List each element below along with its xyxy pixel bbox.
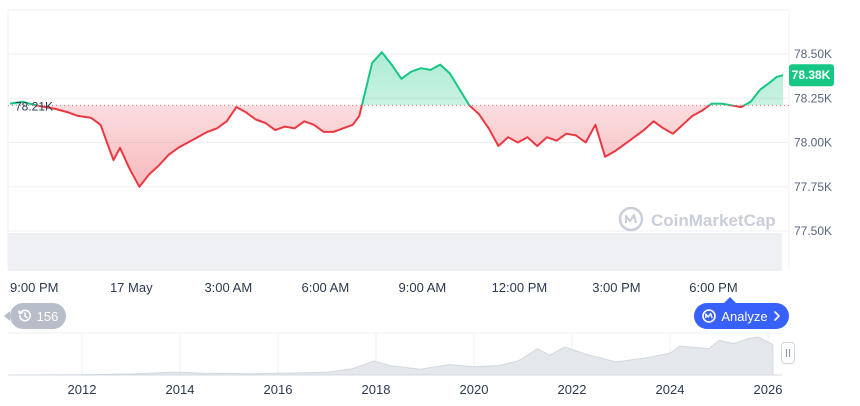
history-clock-icon xyxy=(17,309,32,323)
history-count-badge[interactable]: 156 xyxy=(4,303,66,329)
y-tick-label: 78.00K xyxy=(794,136,832,150)
x-tick-label: 6:00 AM xyxy=(301,280,349,295)
overview-year-label: 2016 xyxy=(264,382,293,397)
area-above-baseline xyxy=(10,52,783,106)
current-price-badge: 78.38K xyxy=(789,64,834,87)
y-tick-label: 77.75K xyxy=(794,180,832,194)
watermark-text: CoinMarketCap xyxy=(651,211,776,230)
watermark: CoinMarketCap xyxy=(618,206,776,232)
analyze-icon xyxy=(702,309,717,323)
area-below-baseline xyxy=(36,105,745,187)
x-tick-label: 3:00 AM xyxy=(204,280,252,295)
price-line-down xyxy=(32,105,747,188)
current-price-label: 78.38K xyxy=(792,68,831,82)
overview-year-label: 2018 xyxy=(362,382,391,397)
coinmarketcap-logo-icon xyxy=(618,206,644,232)
x-axis: 9:00 PM 17 May 3:00 AM 6:00 AM 9:00 AM 12:00 … xyxy=(10,280,738,295)
x-tick-label: 9:00 AM xyxy=(399,280,447,295)
x-tick-label: 12:00 PM xyxy=(492,280,548,295)
x-tick-label: 3:00 PM xyxy=(592,280,640,295)
volume-band xyxy=(8,233,782,271)
overview-year-label: 2026 xyxy=(754,382,783,397)
overview-year-label: 2014 xyxy=(166,382,195,397)
price-line-up xyxy=(9,51,784,106)
baseline-label: 78.21K xyxy=(15,99,53,113)
overview-year-label: 2022 xyxy=(558,382,587,397)
overview-year-label: 2020 xyxy=(460,382,489,397)
overview-area xyxy=(7,336,774,376)
chevron-right-icon xyxy=(773,311,781,321)
price-series: 78.21K 78.38K xyxy=(8,51,834,188)
range-slider-handle[interactable] xyxy=(781,342,795,364)
history-count-text: 156 xyxy=(36,308,59,324)
y-tick-label: 77.50K xyxy=(794,224,832,238)
y-tick-label: 78.50K xyxy=(794,47,832,61)
x-tick-label: 9:00 PM xyxy=(10,280,58,295)
overview-year-label: 2024 xyxy=(656,382,685,397)
analyze-label: Analyze xyxy=(721,308,768,324)
analyze-button[interactable]: Analyze xyxy=(694,297,789,329)
x-tick-label: 17 May xyxy=(110,280,153,295)
overview-chart: 2012 2014 2016 2018 2020 2022 2024 2026 xyxy=(7,332,783,397)
y-axis: 78.50K 78.25K 78.00K 77.75K 77.50K xyxy=(794,47,832,238)
current-price-badge-bg xyxy=(789,64,834,87)
y-tick-label: 78.25K xyxy=(794,91,832,105)
overview-year-label: 2012 xyxy=(68,382,97,397)
x-tick-label: 6:00 PM xyxy=(689,280,737,295)
